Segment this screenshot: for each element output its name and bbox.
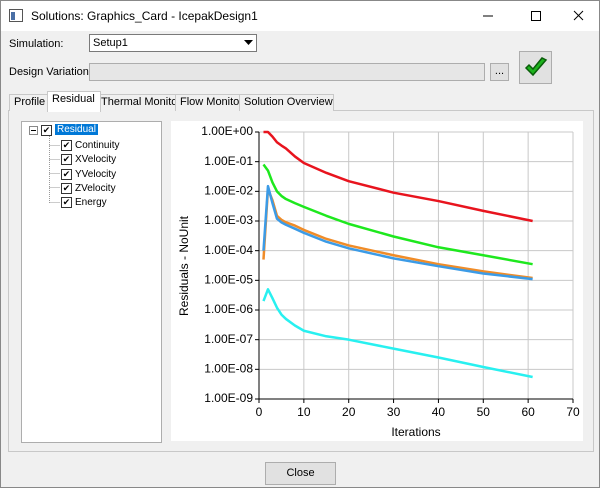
tree-root-label: Residual — [55, 124, 98, 135]
checkbox[interactable]: ✔ — [41, 125, 52, 136]
x-tick-label: 70 — [566, 405, 580, 419]
x-tick-label: 50 — [477, 405, 491, 419]
checkbox[interactable]: ✔ — [61, 197, 72, 208]
x-tick-label: 30 — [387, 405, 401, 419]
design-variation-field[interactable] — [89, 63, 485, 81]
y-tick-label: 1.00E-03 — [204, 213, 253, 227]
simulation-dropdown[interactable]: Setup1 — [89, 34, 257, 52]
window-title: Solutions: Graphics_Card - IcepakDesign1 — [31, 9, 258, 23]
tab[interactable]: Profile — [9, 94, 52, 111]
title-bar: Solutions: Graphics_Card - IcepakDesign1 — [1, 1, 599, 31]
x-tick-label: 40 — [432, 405, 446, 419]
residual-chart: Residuals - NoUnit Iterations 1.00E-09 1.… — [171, 121, 583, 441]
tab[interactable]: Residual — [47, 91, 101, 112]
dropdown-arrow — [244, 40, 253, 46]
tab[interactable]: Thermal Monitor — [96, 94, 180, 111]
check-icon — [520, 52, 551, 83]
x-axis-title: Iterations — [391, 425, 440, 439]
dropdown-value: Setup1 — [93, 37, 128, 49]
y-tick-label: 1.00E-08 — [204, 362, 253, 376]
checkbox[interactable]: ✔ — [61, 183, 72, 194]
tree-node-label: ZVelocity — [75, 183, 116, 194]
y-tick-label: 1.00E-06 — [204, 302, 253, 316]
x-tick-label: 10 — [297, 405, 311, 419]
apply-button[interactable] — [519, 51, 552, 84]
window-controls[interactable] — [481, 9, 591, 23]
y-tick-label: 1.00E-01 — [204, 154, 253, 168]
y-tick-label: 1.00E-02 — [204, 184, 253, 198]
tree-node-label: Energy — [75, 197, 107, 208]
checkbox[interactable]: ✔ — [61, 169, 72, 180]
checkbox[interactable]: ✔ — [61, 140, 72, 151]
app-icon — [9, 9, 23, 23]
simulation-label: Simulation: — [9, 38, 63, 50]
tab[interactable]: Solution Overview — [239, 94, 334, 111]
y-tick-label: 1.00E-05 — [204, 273, 253, 287]
design-variation-label: Design Variation: — [9, 66, 92, 78]
checkbox[interactable]: ✔ — [61, 154, 72, 165]
close-button[interactable]: Close — [265, 462, 336, 485]
browse-button[interactable]: ... — [490, 63, 509, 81]
residual-tree: ✔ Residual ✔Continuity✔XVelocity✔YVeloci… — [21, 121, 162, 443]
x-tick-label: 60 — [521, 405, 535, 419]
x-tick-label: 20 — [342, 405, 356, 419]
x-tick-label: 0 — [256, 405, 263, 419]
y-tick-label: 1.00E-09 — [204, 391, 253, 405]
y-tick-label: 1.00E-07 — [204, 332, 253, 346]
y-tick-label: 1.00E-04 — [204, 243, 253, 257]
y-tick-label: 1.00E+00 — [201, 124, 253, 138]
tree-node-label: YVelocity — [75, 169, 116, 180]
tab[interactable]: Flow Monitor — [175, 94, 244, 111]
y-axis-title: Residuals - NoUnit — [177, 215, 191, 316]
tree-node-label: Continuity — [75, 140, 119, 151]
axis — [259, 132, 573, 399]
tree-node-label: XVelocity — [75, 154, 116, 165]
